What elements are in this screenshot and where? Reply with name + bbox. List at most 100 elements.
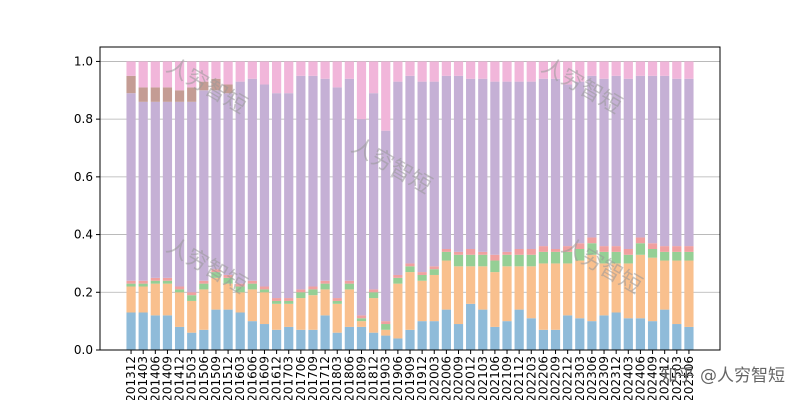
bar-segment — [174, 90, 185, 102]
bar-segment — [223, 93, 233, 275]
bar-segment — [526, 81, 536, 249]
bar-segment — [138, 286, 148, 313]
bar-segment — [187, 101, 197, 293]
bar-segment — [162, 280, 173, 284]
x-tick-label: 202109 — [500, 356, 514, 400]
bar-segment — [405, 272, 415, 330]
bar-segment — [381, 324, 391, 330]
bar-segment — [441, 61, 451, 76]
bar-segment — [429, 274, 439, 322]
bar-segment — [369, 292, 379, 299]
bar-segment — [235, 81, 245, 284]
bar-segment — [441, 249, 451, 252]
bar-segment — [623, 249, 633, 255]
bar-segment — [514, 249, 524, 255]
x-tick-label: 202106 — [488, 356, 502, 400]
bar-segment — [587, 254, 597, 322]
bar-segment — [174, 292, 185, 327]
bar-segment — [138, 312, 148, 350]
bar-segment — [684, 246, 694, 252]
bar-segment — [393, 283, 403, 339]
x-tick-label: 202312 — [609, 356, 623, 400]
y-tick-label: 0.0 — [74, 343, 93, 357]
bar-segment — [417, 81, 427, 273]
bar-segment — [381, 335, 391, 350]
x-tick-label: 201806 — [342, 356, 356, 400]
bar-segment — [308, 61, 318, 76]
bar-segment — [453, 61, 464, 76]
bar-segment — [453, 266, 464, 325]
bar-segment — [635, 61, 646, 76]
bar-segment — [502, 81, 512, 252]
x-tick-label: 202009 — [452, 356, 466, 400]
bar-segment — [672, 246, 682, 252]
bar-segment — [296, 329, 306, 350]
bar-segment — [538, 61, 549, 79]
bar-segment — [344, 78, 354, 281]
x-tick-label: 202212 — [561, 356, 575, 400]
bar-segment — [271, 298, 282, 301]
bar-segment — [199, 329, 209, 350]
bar-segment — [417, 321, 427, 350]
bar-segment — [587, 237, 597, 244]
bar-segment — [235, 61, 245, 82]
bar-segment — [211, 90, 221, 270]
bar-segment — [563, 84, 573, 247]
bar-segment — [150, 277, 160, 281]
bar-segment — [223, 283, 233, 310]
bar-segment — [405, 329, 415, 350]
bar-segment — [162, 277, 173, 281]
bar-segment — [587, 243, 597, 255]
bar-segment — [187, 87, 197, 102]
bar-segment — [344, 326, 354, 350]
bar-segment — [211, 277, 221, 310]
x-tick-label: 201403 — [136, 356, 150, 400]
bar-segment — [199, 289, 209, 330]
bar-segment — [478, 78, 488, 252]
bar-segment — [599, 315, 609, 350]
bar-segment — [284, 326, 294, 350]
bar-segment — [126, 93, 136, 281]
bar-segment — [429, 321, 439, 350]
bar-segment — [308, 329, 318, 350]
bar-segment — [369, 298, 379, 333]
x-tick-label: 202303 — [573, 356, 587, 400]
bar-segment — [405, 75, 415, 264]
bar-segment — [308, 295, 318, 330]
bar-segment — [478, 254, 488, 267]
bar-segment — [162, 61, 173, 88]
y-tick-label: 0.6 — [74, 170, 93, 184]
bar-segment — [344, 283, 354, 290]
bar-segment — [320, 61, 330, 79]
bar-segment — [356, 315, 367, 319]
bar-segment — [332, 332, 342, 350]
bar-segment — [271, 303, 282, 330]
bar-segment — [635, 318, 646, 350]
bar-segment — [429, 81, 439, 267]
bar-segment — [150, 283, 160, 316]
bar-segment — [490, 61, 500, 82]
bar-segment — [441, 309, 451, 350]
bar-segment — [235, 286, 245, 293]
bar-segment — [478, 251, 488, 255]
bar-segment — [199, 61, 209, 82]
bar-segment — [405, 263, 415, 267]
x-tick-label: 201712 — [318, 356, 332, 400]
bar-segment — [393, 277, 403, 284]
bar-segment — [635, 237, 646, 244]
bar-segment — [369, 332, 379, 350]
bar-segment — [441, 260, 451, 310]
bar-segment — [575, 318, 585, 350]
bar-segment — [684, 326, 694, 350]
bar-segment — [211, 272, 221, 278]
bar-segment — [187, 295, 197, 301]
x-tick-label: 202003 — [427, 356, 441, 400]
bar-segment — [247, 283, 257, 290]
x-tick-label: 201312 — [124, 356, 138, 400]
bar-segment — [635, 75, 646, 238]
bar-segment — [296, 289, 306, 293]
bar-segment — [660, 251, 670, 261]
bar-segment — [296, 75, 306, 290]
bar-segment — [187, 332, 197, 350]
